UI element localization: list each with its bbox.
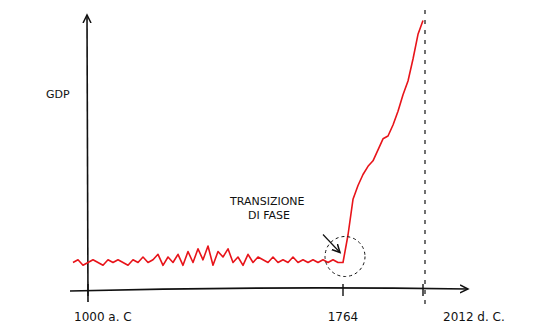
annotation-arrow — [323, 235, 340, 253]
x-tick-label: 1764 — [328, 310, 359, 324]
y-axis-label: GDP — [46, 88, 70, 101]
x-tick — [87, 284, 88, 296]
reference-line — [424, 10, 425, 305]
x-axis — [70, 288, 468, 291]
y-axis — [87, 15, 88, 302]
x-tick — [342, 284, 343, 296]
x-tick-label: 1000 a. C — [74, 310, 132, 324]
chart: GDP 1000 a. C 1764 2012 d. C. TRANSIZIONEDI … — [0, 0, 545, 332]
annotation-line: TRANSIZIONE — [229, 195, 305, 208]
annotation-text: TRANSIZIONEDI FASE — [229, 195, 305, 222]
plot-area — [73, 21, 423, 266]
x-tick — [422, 284, 423, 296]
gdp-line — [73, 21, 423, 266]
chart-root: GDP 1000 a. C 1764 2012 d. C. TRANSIZIONEDI … — [0, 0, 545, 332]
annotation-line: DI FASE — [248, 209, 290, 222]
x-tick-label: 2012 d. C. — [443, 310, 505, 324]
